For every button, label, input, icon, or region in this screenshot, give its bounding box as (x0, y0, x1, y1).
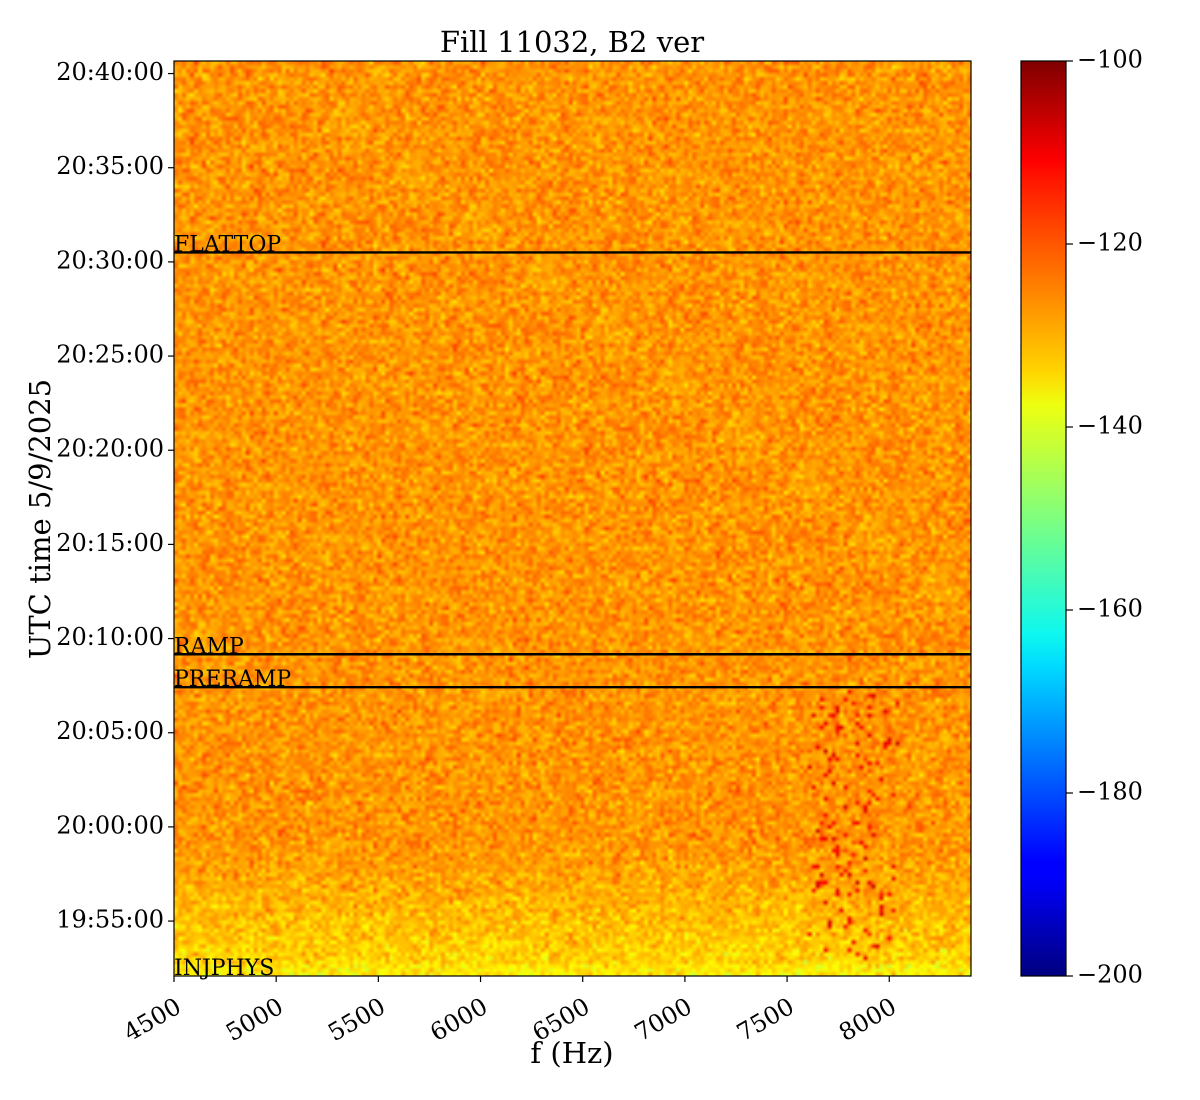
y-tick-label: 20:20:00 (56, 435, 164, 463)
x-tick-label: 7500 (732, 992, 799, 1047)
mode-lines: FLATTOP RAMP PRERAMP INJPHYS (174, 232, 971, 981)
y-tick-label: 20:10:00 (56, 623, 164, 651)
colorbar-ticks: −100 −120 −140 −160 −180 −200 (1066, 46, 1143, 989)
y-axis: 19:55:00 20:00:00 20:05:00 20:10:00 20:15:00… (56, 58, 174, 934)
y-tick-label: 19:55:00 (56, 906, 164, 934)
colorbar-tick-label: −100 (1077, 46, 1143, 74)
x-tick-label: 4500 (119, 992, 186, 1047)
heatmap-area (173, 60, 972, 977)
mode-line-label: PRERAMP (174, 667, 291, 692)
colorbar-tick-label: −180 (1077, 778, 1143, 806)
mode-line-label: RAMP (174, 634, 244, 659)
mode-line-label: FLATTOP (174, 232, 281, 257)
y-tick-label: 20:15:00 (56, 529, 164, 557)
mode-line-label: INJPHYS (174, 956, 274, 981)
y-axis-label: UTC time 5/9/2025 (23, 379, 57, 659)
y-tick-label: 20:40:00 (56, 58, 164, 86)
x-tick-label: 6000 (425, 992, 492, 1047)
x-axis-label: f (Hz) (530, 1036, 613, 1070)
plot-frame (173, 60, 972, 977)
x-tick-label: 8000 (834, 992, 901, 1047)
y-tick-label: 20:05:00 (56, 717, 164, 745)
colorbar-gradient (1020, 60, 1067, 977)
x-tick-label: 5000 (221, 992, 288, 1047)
x-tick-label: 5500 (323, 992, 390, 1047)
colorbar-tick-label: −120 (1077, 229, 1143, 257)
y-tick-label: 20:35:00 (56, 152, 164, 180)
colorbar: −100 −120 −140 −160 −180 −200 (1020, 46, 1143, 989)
y-tick-label: 20:00:00 (56, 811, 164, 839)
heatmap-image (174, 61, 971, 976)
colorbar-tick-label: −140 (1077, 412, 1143, 440)
y-tick-label: 20:25:00 (56, 341, 164, 369)
x-axis: 4500 5000 5500 6000 6500 7000 7500 8000 (119, 976, 901, 1047)
colorbar-tick-label: −200 (1077, 961, 1143, 989)
y-tick-label: 20:30:00 (56, 246, 164, 274)
x-tick-label: 7000 (630, 992, 697, 1047)
chart-title: Fill 11032, B2 ver (440, 25, 704, 59)
colorbar-tick-label: −160 (1077, 595, 1143, 623)
